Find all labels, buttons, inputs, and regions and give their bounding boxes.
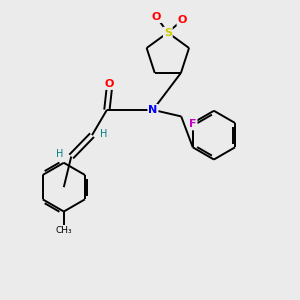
Text: S: S (164, 28, 172, 38)
Text: O: O (105, 79, 114, 89)
Text: H: H (100, 129, 107, 139)
Text: CH₃: CH₃ (56, 226, 72, 235)
Text: N: N (148, 105, 158, 115)
Text: O: O (152, 12, 161, 22)
Text: O: O (177, 15, 187, 25)
Text: H: H (56, 148, 64, 159)
Text: F: F (189, 119, 196, 129)
